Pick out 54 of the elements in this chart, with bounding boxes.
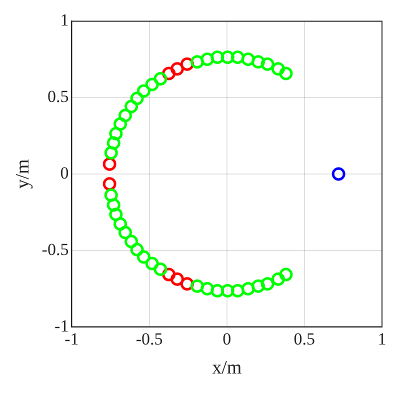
point	[190, 279, 204, 293]
x-tick-label: -0.5	[136, 329, 163, 348]
point	[200, 282, 214, 296]
point	[154, 72, 168, 86]
point	[279, 66, 293, 80]
point	[145, 256, 159, 270]
point	[220, 50, 234, 64]
point	[170, 272, 184, 286]
y-tick-label: 0	[60, 163, 69, 182]
x-tick-label: 1	[378, 329, 386, 348]
point	[251, 55, 265, 69]
point	[200, 52, 214, 66]
y-axis-title: y/m	[12, 159, 34, 189]
point	[109, 126, 123, 140]
point	[241, 282, 255, 296]
point	[241, 52, 255, 66]
point	[106, 136, 120, 150]
point	[260, 277, 274, 291]
point	[154, 262, 168, 276]
point	[271, 62, 285, 76]
x-tick-label: 0.5	[294, 329, 316, 348]
point	[130, 92, 144, 106]
point	[106, 198, 120, 212]
point	[130, 242, 144, 256]
x-tick-label: 0	[222, 329, 232, 348]
point	[332, 167, 346, 181]
x-axis-title: x/m	[212, 358, 242, 379]
point	[145, 78, 159, 92]
point	[109, 208, 123, 222]
point	[104, 146, 118, 160]
y-tick-label: 0.5	[47, 87, 69, 106]
point	[124, 100, 138, 114]
point	[230, 50, 244, 64]
point	[136, 250, 150, 264]
y-tick-label: -1	[54, 316, 69, 336]
point	[271, 272, 285, 286]
point	[118, 108, 132, 122]
point	[230, 284, 244, 298]
point	[118, 226, 132, 240]
point	[251, 279, 265, 293]
y-tick-label: 1	[60, 10, 69, 30]
point	[114, 117, 128, 131]
point	[124, 234, 138, 248]
point	[260, 57, 274, 71]
point	[220, 284, 234, 298]
point	[114, 217, 128, 231]
point	[136, 84, 150, 98]
point	[210, 50, 224, 64]
point	[210, 284, 224, 298]
point	[279, 268, 293, 282]
point	[170, 62, 184, 76]
point	[104, 188, 118, 202]
y-tick-label: -0.5	[42, 240, 69, 259]
point	[190, 55, 204, 69]
